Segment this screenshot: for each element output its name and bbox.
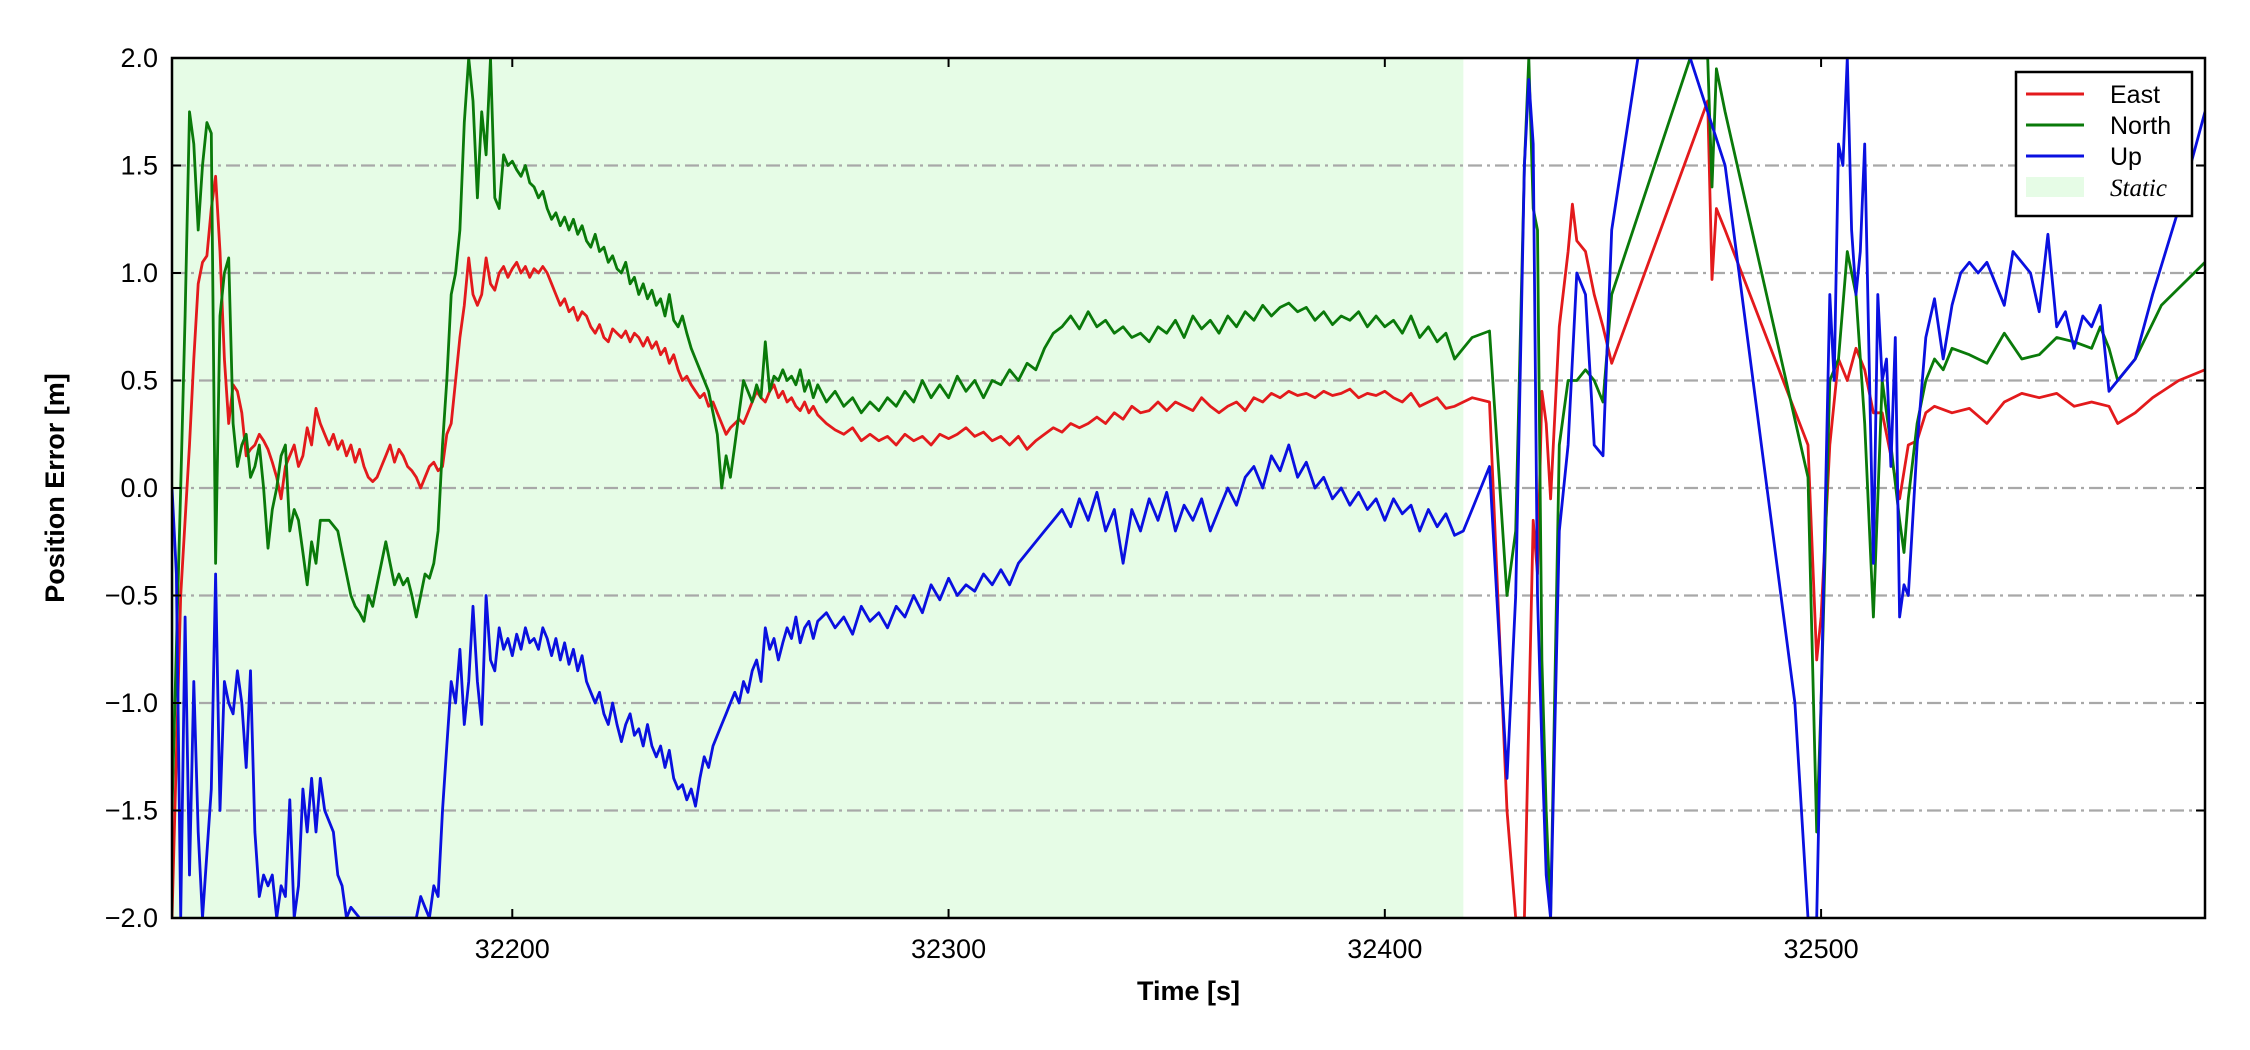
x-tick-label: 32400: [1347, 934, 1422, 964]
legend-label-static: Static: [2110, 175, 2167, 202]
legend-label-north: North: [2110, 112, 2171, 140]
y-tick-label: 1.0: [120, 258, 158, 288]
y-tick-label: −1.0: [105, 688, 158, 718]
y-axis-label: Position Error [m]: [40, 373, 70, 603]
legend-swatch-static: [2026, 177, 2084, 197]
legend-label-up: Up: [2110, 143, 2142, 171]
y-tick-label: 2.0: [120, 43, 158, 73]
x-axis-label: Time [s]: [1137, 976, 1240, 1006]
series-line-north: [172, 58, 2205, 918]
y-tick-label: 1.5: [120, 151, 158, 181]
y-tick-label: −2.0: [105, 903, 158, 933]
x-tick-label: 32200: [475, 934, 550, 964]
y-axis-ticks: −2.0 −1.5 −1.0 −0.5 0.0 0.5 1.0 1.5 2.0: [105, 43, 2205, 933]
series-layer: [172, 58, 2205, 918]
static-region-shading: [172, 58, 1464, 918]
x-tick-label: 32300: [911, 934, 986, 964]
legend-label-east: East: [2110, 81, 2160, 109]
y-tick-label: −0.5: [105, 581, 158, 611]
static-region-band: [172, 58, 1464, 918]
y-tick-label: 0.5: [120, 366, 158, 396]
y-tick-label: 0.0: [120, 473, 158, 503]
x-tick-label: 32500: [1784, 934, 1859, 964]
x-axis-ticks: 32200 32300 32400 32500: [475, 58, 1859, 964]
legend: East North Up Static: [2014, 70, 2194, 218]
y-tick-label: −1.5: [105, 796, 158, 826]
series-line-up: [172, 58, 2205, 918]
